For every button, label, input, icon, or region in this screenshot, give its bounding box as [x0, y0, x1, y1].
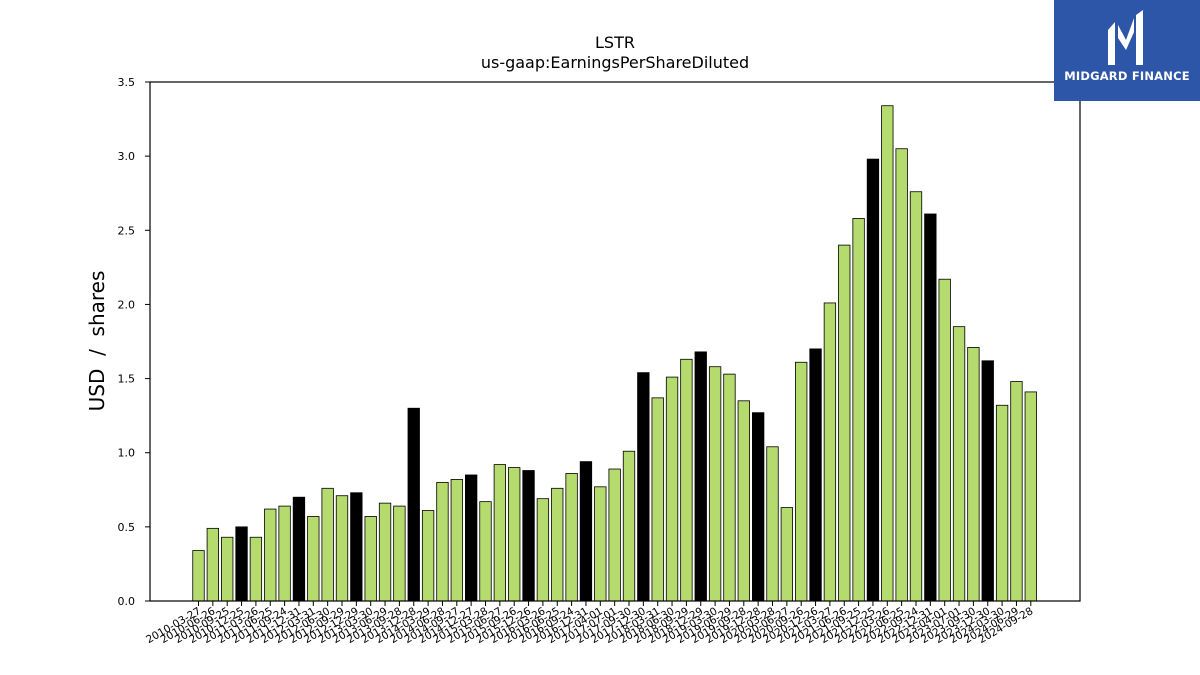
bar-2021-12-25	[866, 158, 880, 602]
midgard-logo-icon	[1108, 10, 1143, 65]
y-tick-label: 2.5	[118, 224, 136, 237]
bar-2018-06-30	[665, 376, 679, 602]
bar-2018-12-29	[694, 351, 707, 602]
bar-2017-07-01	[608, 468, 621, 602]
bar-2010-12-25	[235, 526, 248, 602]
bar-2013-12-28	[407, 407, 420, 602]
bar-2021-06-26	[838, 244, 851, 602]
bar-2014-06-28	[436, 481, 449, 602]
bar-2012-09-29	[335, 495, 349, 602]
bar-2020-06-27	[780, 507, 793, 602]
logo-text: MIDGARD FINANCE	[1064, 69, 1190, 83]
bar-2016-06-25	[551, 487, 564, 602]
bar-2023-09-30	[967, 347, 980, 602]
bar-2012-03-31	[307, 516, 320, 602]
bar-2013-09-28	[393, 505, 406, 602]
bar-2024-06-29	[1010, 381, 1023, 602]
bar-2013-06-29	[378, 502, 392, 602]
bar-2019-03-30	[708, 366, 722, 602]
bar-2020-09-26	[795, 361, 808, 602]
bar-2019-06-29	[723, 373, 736, 602]
bar-2018-09-29	[680, 358, 693, 602]
bar-2022-12-31	[924, 213, 937, 602]
bar-2024-03-30	[995, 404, 1009, 602]
bar-2015-06-27	[493, 464, 507, 602]
bar-2012-12-29	[350, 492, 363, 602]
bar-2010-03-27	[192, 550, 205, 602]
bar-2011-06-25	[264, 508, 277, 602]
y-tick-label: 0.0	[118, 595, 136, 608]
bar-2023-12-30	[981, 360, 994, 602]
y-tick-label: 3.5	[118, 76, 136, 89]
y-tick-label: 3.0	[118, 150, 136, 163]
bar-2021-09-25	[852, 218, 865, 602]
bar-2022-09-24	[909, 191, 923, 602]
bar-2019-09-28	[737, 400, 750, 602]
brand-logo: MIDGARD FINANCE	[1054, 0, 1200, 101]
bar-2021-03-27	[823, 302, 837, 602]
y-tick-label: 2.0	[118, 298, 136, 311]
bar-2020-12-26	[809, 348, 822, 602]
bar-2017-04-01	[594, 486, 607, 602]
bar-2019-12-28	[752, 412, 765, 602]
bar-2011-03-26	[249, 536, 263, 602]
bar-2015-09-26	[508, 467, 521, 602]
bar-2022-06-25	[895, 148, 908, 602]
bar-2024-09-28	[1024, 391, 1037, 602]
bar-2016-03-26	[536, 498, 550, 602]
bar-2023-04-01	[938, 278, 951, 602]
bar-2017-12-30	[637, 372, 650, 602]
bar-2016-09-24	[565, 473, 578, 602]
plot-frame	[149, 81, 1081, 602]
bar-2010-09-25	[221, 536, 234, 602]
chart-subtitle: us-gaap:EarningsPerShareDiluted	[481, 53, 749, 72]
bar-2010-06-26	[206, 527, 220, 602]
bar-2014-09-27	[450, 479, 463, 602]
y-tick-label: 1.5	[118, 373, 136, 386]
bar-2014-03-29	[421, 510, 435, 602]
bar-2011-09-24	[278, 505, 291, 602]
y-tick-label: 0.5	[118, 521, 136, 534]
bar-2015-12-26	[522, 470, 535, 602]
bar-2015-03-28	[479, 501, 492, 602]
bar-2012-06-30	[321, 487, 334, 602]
bar-2017-09-30	[622, 450, 636, 602]
bar-2020-03-28	[766, 446, 779, 602]
chart-title: LSTR	[595, 33, 635, 52]
bar-2022-03-26	[881, 105, 894, 602]
y-axis-label: USD / shares	[85, 271, 109, 412]
bar-2018-03-31	[651, 397, 664, 602]
bar-2023-07-01	[952, 326, 966, 602]
bar-2016-12-31	[579, 461, 593, 602]
y-tick-label: 1.0	[118, 447, 136, 460]
bar-2013-03-30	[364, 516, 377, 602]
bar-2011-12-31	[292, 496, 306, 602]
bar-2014-12-27	[464, 474, 478, 602]
